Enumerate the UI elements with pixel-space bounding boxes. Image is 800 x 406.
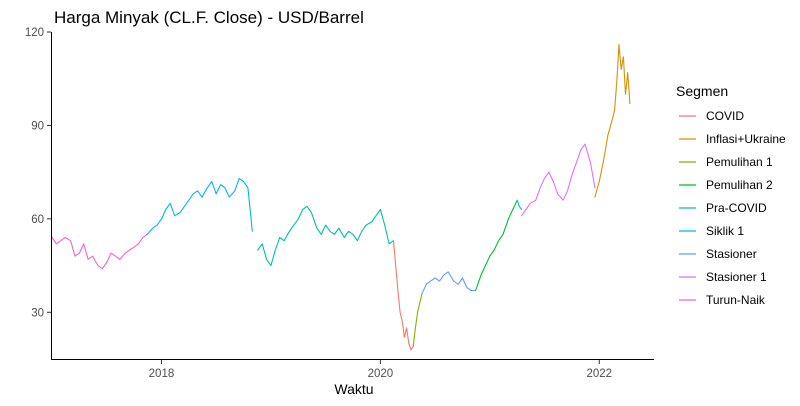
y-tick-label: 90 (31, 120, 44, 132)
series-line-pra-covid (257, 205, 395, 267)
x-tick-label: 2022 (586, 368, 612, 380)
x-tick-label: 2018 (149, 368, 175, 380)
legend-label-covid: COVID (706, 109, 744, 123)
legend-label-pra-covid: Pra-COVID (706, 201, 767, 215)
legend-label-turun-naik: Turun-Naik (706, 293, 766, 307)
series-line-stasioner-1 (521, 143, 596, 217)
chart-title: Harga Minyak (CL.F. Close) - USD/Barrel (54, 8, 364, 27)
x-axis: 2018 2020 2022 (149, 360, 612, 380)
series-line-siklik-1 (146, 177, 253, 235)
y-tick-label: 60 (31, 214, 44, 226)
y-tick-label: 30 (31, 307, 44, 319)
y-tick-label: 120 (25, 27, 44, 39)
y-axis: 30 60 90 120 (25, 27, 51, 319)
series-line-pemulihan-1 (412, 293, 423, 348)
legend-label-stasioner-1: Stasioner 1 (706, 270, 767, 284)
legend-title: Segmen (676, 83, 728, 99)
series-line-turun-naik (51, 233, 148, 270)
legend: Segmen COVID Inflasi+Ukraine Pemulihan 1 Pe… (676, 83, 786, 307)
x-axis-title: Waktu (334, 381, 373, 397)
series-line-covid (392, 240, 414, 351)
series-line-siklik-1 (516, 199, 523, 211)
legend-label-pemulihan-2: Pemulihan 2 (706, 178, 773, 192)
legend-label-inflasi-ukraine: Inflasi+Ukraine (706, 132, 786, 146)
legend-label-pemulihan-1: Pemulihan 1 (706, 155, 773, 169)
plot-area (51, 43, 631, 351)
x-tick-label: 2020 (368, 368, 394, 380)
legend-label-stasioner: Stasioner (706, 247, 757, 261)
series-line-stasioner (421, 271, 477, 295)
legend-label-siklik-1: Siklik 1 (706, 224, 744, 238)
series-line-inflasi-ukraine (594, 43, 631, 198)
series-line-pemulihan-2 (475, 199, 518, 292)
